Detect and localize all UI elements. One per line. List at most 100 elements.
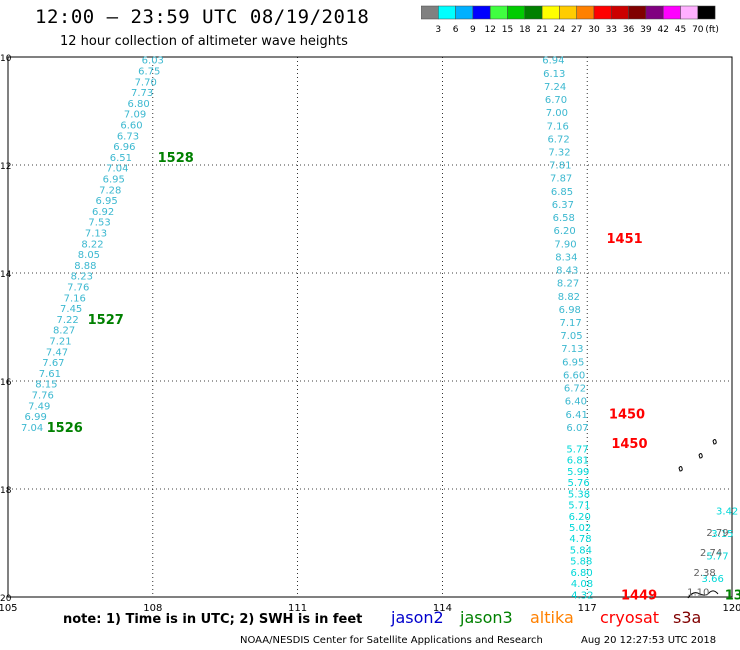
pass-time-label: 1526 [47, 421, 83, 436]
color-scale-label: 45 [675, 25, 686, 35]
wave-height-value: 1.10 [687, 588, 709, 599]
wave-height-value: 6.60 [563, 370, 585, 381]
wave-height-value: 7.53 [88, 218, 110, 229]
wave-height-value: 6.72 [564, 384, 586, 395]
wave-height-value: 6.85 [551, 187, 573, 198]
wave-height-value: 5.76 [568, 478, 590, 489]
wave-height-value: 6.58 [553, 213, 575, 224]
wave-height-value: 2.38 [694, 568, 716, 579]
credit-line: NOAA/NESDIS Center for Satellite Applica… [240, 635, 543, 646]
wave-height-value: 6.80 [127, 99, 149, 110]
color-scale-label: 21 [536, 25, 547, 35]
island-outline [712, 439, 717, 445]
color-scale-label: 33 [606, 25, 617, 35]
wave-height-value: 6.41 [566, 410, 588, 421]
wave-height-value: 8.23 [71, 272, 93, 283]
x-tick-label: 108 [143, 603, 162, 614]
page-title: 12:00 – 23:59 UTC 08/19/2018 [35, 6, 370, 28]
pass-time-label: 1528 [158, 151, 194, 166]
wave-height-value: 3.66 [702, 574, 724, 585]
wave-height-value: 6.40 [565, 397, 587, 408]
wave-height-value: 4.32 [571, 590, 593, 601]
wave-height-value: 3.15 [711, 529, 733, 540]
y-tick-label: 20 [0, 594, 12, 604]
y-tick-label: 18 [0, 486, 12, 496]
wave-height-value: 5.38 [568, 489, 590, 500]
wave-height-value: 7.76 [32, 391, 54, 402]
wave-height-value: 7.04 [106, 164, 128, 175]
wave-height-value: 7.09 [124, 110, 146, 121]
wave-height-value: 5.02 [569, 523, 591, 534]
color-scale-label: 24 [554, 25, 566, 35]
wave-height-value: 2.74 [700, 548, 722, 559]
wave-height-value: 3.42 [716, 507, 738, 518]
wave-height-value: 6.96 [113, 142, 135, 153]
wave-height-value: 7.90 [554, 239, 576, 250]
wave-height-value: 7.47 [46, 347, 68, 358]
x-tick-label: 111 [288, 603, 307, 614]
wave-height-value: 5.77 [566, 445, 588, 456]
wave-height-value: 6.60 [120, 121, 142, 132]
wave-height-value: 7.49 [28, 401, 50, 412]
wave-height-value: 6.70 [545, 95, 567, 106]
color-swatch [697, 5, 716, 20]
island-outline [698, 453, 703, 459]
pass-time-label: 1450 [609, 407, 645, 422]
wave-height-value: 8.82 [558, 292, 580, 303]
wave-height-value: 7.61 [39, 369, 61, 380]
coastline [687, 590, 719, 599]
wave-height-value: 7.45 [60, 304, 82, 315]
units-note: note: 1) Time is in UTC; 2) SWH is in fe… [63, 612, 363, 627]
wave-height-value: 7.70 [135, 77, 157, 88]
color-scale-legend: 3 6 9 12 15 18 21 24 27 30 33 36 39 42 45 70 (ft) [421, 5, 719, 35]
wave-height-value: 6.99 [25, 412, 47, 423]
wave-height-value: 7.67 [42, 358, 64, 369]
color-scale-label: 12 [484, 25, 495, 35]
wave-height-value: 7.24 [544, 82, 566, 93]
generation-timestamp: Aug 20 12:27:53 UTC 2018 [581, 635, 717, 646]
island-outline [678, 466, 683, 472]
pass-time-label: 13 [725, 588, 740, 603]
wave-height-value: 4.08 [571, 579, 593, 590]
color-scale-label: 3 [435, 25, 441, 35]
wave-height-value: 8.34 [555, 252, 577, 263]
wave-height-value: 6.95 [562, 357, 584, 368]
wave-height-value: 6.81 [567, 456, 589, 467]
color-scale-label: 27 [571, 25, 582, 35]
wave-height-value: 6.75 [138, 67, 160, 78]
legend-cryosat: cryosat [600, 608, 660, 627]
legend-jason3: jason3 [460, 608, 513, 627]
wave-height-value: 5.99 [567, 467, 589, 478]
wave-height-value: 5.84 [570, 545, 592, 556]
x-tick-label: 114 [433, 603, 452, 614]
legend-altika: altika [530, 608, 574, 627]
wave-height-value: 6.80 [570, 568, 592, 579]
wave-height-value: 6.92 [92, 207, 114, 218]
wave-height-value: 6.03 [142, 56, 164, 67]
y-tick-label: 12 [0, 162, 11, 172]
color-scale-label: 39 [640, 25, 652, 35]
wave-height-value: 7.87 [550, 174, 572, 185]
wave-height-value: 7.05 [560, 331, 582, 342]
color-scale-label: 15 [502, 25, 513, 35]
wave-height-value: 6.95 [103, 175, 125, 186]
wave-height-value: 8.15 [35, 380, 57, 391]
pass-time-label: 1451 [607, 232, 643, 247]
wave-height-value: 6.51 [110, 153, 132, 164]
wave-height-value: 7.16 [64, 293, 86, 304]
y-tick-label: 10 [0, 54, 12, 64]
wave-height-value: 5.71 [568, 501, 590, 512]
wave-height-value: 7.81 [549, 161, 571, 172]
pass-time-label: 1527 [88, 313, 124, 328]
wave-height-value: 8.27 [557, 279, 579, 290]
x-tick-label: 120 [722, 603, 740, 614]
wave-height-value: 7.13 [85, 229, 107, 240]
wave-height-value: 6.37 [552, 200, 574, 211]
legend-jason2: jason2 [391, 608, 444, 627]
wave-height-value: 7.73 [131, 88, 153, 99]
wave-height-value: 7.04 [21, 423, 43, 434]
color-scale-label: (ft) [705, 25, 719, 35]
wave-height-value: 7.32 [548, 148, 570, 159]
wave-height-value: 7.00 [546, 108, 568, 119]
